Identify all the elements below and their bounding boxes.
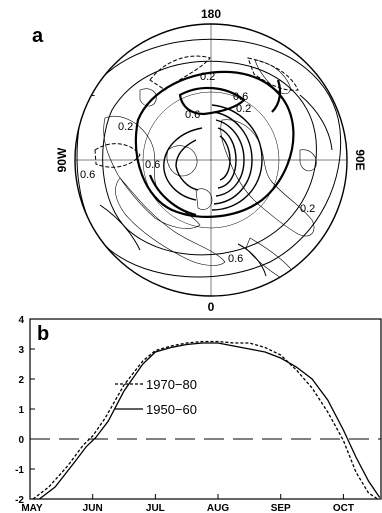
contour-label: 0.6 (228, 253, 243, 265)
x-tick-label: AUG (207, 503, 229, 513)
contour-label: 0.6 (185, 109, 200, 121)
series-lines (32, 340, 381, 500)
lon-label-90e: 90E (353, 149, 367, 170)
contours-bold (134, 70, 295, 218)
panel-b-letter: b (37, 323, 49, 345)
legend-label: 1970−80 (146, 377, 197, 392)
x-tick-label: JUN (83, 503, 103, 513)
map-boundary (74, 23, 348, 297)
x-tick-label: JUL (146, 503, 165, 513)
x-tick-label: OCT (333, 503, 354, 513)
plot-frame (29, 318, 382, 500)
contour-label: 0.2 (236, 103, 251, 115)
panel-a: a 180 0 90W 90E (32, 7, 367, 314)
lon-label-0: 0 (208, 300, 215, 314)
x-tick-label: SEP (271, 503, 291, 513)
y-tick-label: -1 (15, 465, 24, 476)
y-tick-label: -2 (15, 495, 24, 506)
y-tick-label: 2 (18, 375, 24, 386)
legend-label: 1950−60 (146, 402, 197, 417)
y-tick-label: 0 (18, 435, 24, 446)
contour-label: 0.6 (80, 169, 95, 181)
panel-a-letter: a (32, 25, 44, 47)
x-tick-label: MAY (21, 503, 43, 513)
y-tick-label: 3 (18, 345, 24, 356)
lon-label-180: 180 (201, 7, 221, 21)
y-tick-label: 4 (18, 315, 24, 326)
lon-label-90w: 90W (55, 147, 69, 172)
contours-rings (163, 104, 263, 211)
series-line-dashed (32, 340, 379, 500)
series-line-solid (39, 342, 381, 500)
legend: 1970−80 1950−60 (115, 377, 197, 417)
contour-label: 0.2 (300, 203, 315, 215)
contour-label: 0.2 (118, 121, 133, 133)
contour-label: 0.6 (145, 159, 160, 171)
contour-label: 0.2 (200, 71, 215, 83)
x-axis: MAY JUN JUL AUG SEP OCT (21, 494, 354, 513)
y-axis: -2 -1 0 1 2 3 4 (15, 315, 35, 506)
map-interior: 0.2 0.2 0.2 0.6 0.6 0.2 0.6 0.2 0.6 0.6 (75, 24, 347, 296)
contour-label: 0.6 (233, 91, 248, 103)
graticule (75, 24, 347, 296)
y-tick-label: 1 (18, 405, 24, 416)
